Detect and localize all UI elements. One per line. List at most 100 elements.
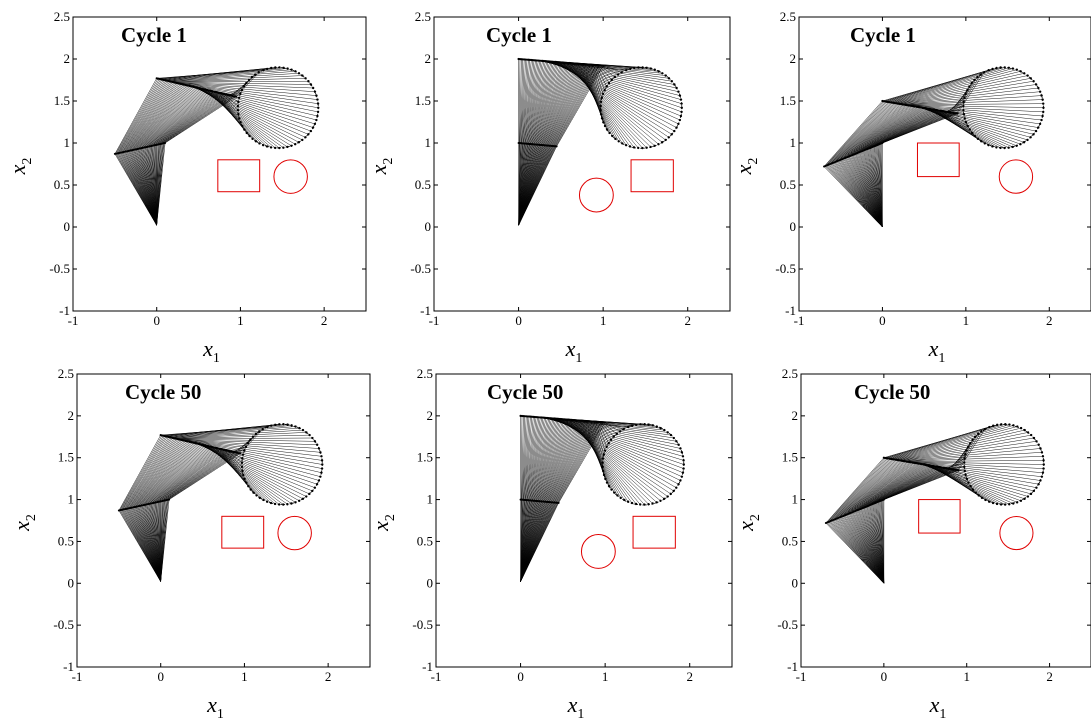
arm-configuration-line — [129, 83, 319, 226]
y-tick-label: -0.5 — [775, 261, 796, 276]
arm-configuration-line — [143, 88, 280, 226]
arm-configuration-line — [830, 424, 1010, 584]
arm-configuration-line — [131, 84, 319, 226]
arm-configuration-line — [128, 437, 313, 582]
arm-configuration-line — [520, 417, 677, 582]
arm-configuration-line — [130, 83, 319, 226]
end-effector-point — [602, 453, 606, 456]
arm-configuration-line — [857, 108, 1001, 228]
obstacle-rectangle — [918, 499, 961, 534]
y-tick-label: 0 — [427, 575, 434, 590]
arm-configuration-line — [842, 104, 1044, 228]
end-effector-circle-path — [963, 424, 1045, 505]
arm-configuration-line — [520, 419, 641, 582]
arm-configuration-line — [876, 89, 968, 228]
x-tick-label: 1 — [963, 669, 970, 684]
x-tick-label: -1 — [794, 313, 805, 328]
arm-configuration-line — [142, 443, 307, 582]
arm-configuration-line — [833, 75, 1028, 228]
y-tick-label: 1 — [427, 492, 434, 507]
x-tick-label: 0 — [879, 313, 886, 328]
y-tick-label: -0.5 — [777, 617, 798, 632]
y-tick-label: -1 — [785, 303, 796, 318]
arm-configuration-line — [520, 421, 607, 582]
arm-configuration-line — [518, 58, 635, 226]
arm-configuration-line — [866, 109, 970, 228]
arm-configuration-line — [843, 460, 1044, 584]
arm-configuration-line — [834, 78, 1031, 228]
arm-configuration-line — [518, 64, 610, 226]
x-tick-label: 1 — [241, 669, 248, 684]
subplot-title: Cycle 50 — [487, 380, 563, 404]
arm-configuration-line — [827, 67, 1005, 228]
arm-configuration-line — [127, 434, 310, 582]
y-axis-label: x2 — [731, 158, 761, 176]
x-tick-label: 0 — [515, 313, 522, 328]
x-axis-label-subscript: 1 — [575, 351, 582, 366]
joint1-point — [168, 498, 171, 501]
arm-configuration-line — [121, 71, 296, 226]
arm-configuration-line — [853, 463, 1025, 584]
subplot-title: Cycle 50 — [854, 380, 930, 404]
y-tick-label: 1.5 — [58, 450, 74, 465]
x-axis-label: x1 — [567, 692, 585, 722]
end-effector-point — [600, 96, 604, 100]
arm-configuration-line — [149, 90, 250, 226]
arm-configuration-line — [843, 104, 1044, 228]
arm-configuration-line — [869, 466, 969, 584]
arm-configuration-line — [156, 79, 250, 226]
arm-configuration-line — [520, 421, 605, 582]
y-tick-label: 1.5 — [417, 450, 433, 465]
end-effector-point — [655, 501, 658, 504]
arm-configuration-line — [882, 72, 985, 227]
arm-trajectory — [519, 414, 685, 582]
subplot-5: -1 0 1 2 -1 -0.5 0 0.5 1 1.5 2 2.5 x1 x2 Cycle 50 — [368, 366, 733, 722]
obstacle-rectangle — [916, 142, 960, 178]
arm-configuration-line — [857, 464, 1010, 584]
arm-configuration-line — [877, 86, 970, 228]
arm-configuration-line — [850, 106, 1031, 228]
y-axis-label: x2 — [366, 158, 396, 176]
y-tick-label: 0 — [68, 575, 75, 590]
arm-configuration-line — [518, 60, 682, 226]
end-effector-point — [240, 461, 244, 464]
arm-configuration-line — [520, 418, 668, 582]
arm-configuration-line — [520, 420, 604, 582]
arm-configuration-line — [121, 424, 280, 582]
arm-trajectory — [823, 66, 1045, 228]
arm-configuration-line — [520, 420, 605, 582]
end-effector-circle-path — [237, 67, 319, 149]
y-tick-label: 1 — [790, 135, 797, 150]
arm-configuration-line — [156, 72, 259, 226]
y-tick-label: 2 — [68, 408, 75, 423]
end-effector-point — [643, 503, 646, 506]
arm-configuration-line — [825, 67, 997, 228]
arm-configuration-line — [518, 60, 682, 226]
arm-configuration-line — [824, 68, 993, 228]
arm-configuration-line — [155, 448, 249, 582]
joint2-point — [602, 64, 605, 67]
arm-configuration-line — [842, 456, 1044, 584]
x-axis-label-subscript: 1 — [939, 707, 946, 722]
obstacle-rectangle — [217, 159, 261, 193]
arm-configuration-line — [520, 421, 606, 582]
arm-configuration-line — [518, 62, 643, 226]
arm-configuration-line — [518, 63, 602, 226]
arm-configuration-line — [520, 417, 682, 582]
arm-configuration-line — [520, 420, 606, 582]
arm-configuration-line — [141, 443, 310, 582]
subplot-4: -1 0 1 2 -1 -0.5 0 0.5 1 1.5 2 2.5 x1 x2 Cycle 50 — [9, 366, 371, 722]
arm-configuration-line — [826, 425, 994, 584]
arm-configuration-line — [518, 62, 639, 226]
arm-configuration-line — [880, 436, 976, 584]
arm-configuration-line — [520, 417, 684, 582]
subplot-1: -1 0 1 2 -1 -0.5 0 0.5 1 1.5 2 2.5 x1 x2 Cycle 1 — [5, 9, 367, 366]
x-tick-label: -1 — [429, 313, 440, 328]
y-tick-label: 1.5 — [54, 93, 70, 108]
arm-configuration-line — [836, 84, 1037, 228]
arm-configuration-line — [841, 103, 1044, 228]
end-effector-point — [639, 503, 642, 506]
arm-configuration-line — [518, 65, 622, 226]
y-axis-label-subscript: 2 — [20, 158, 35, 165]
x-tick-label: 2 — [1046, 669, 1053, 684]
